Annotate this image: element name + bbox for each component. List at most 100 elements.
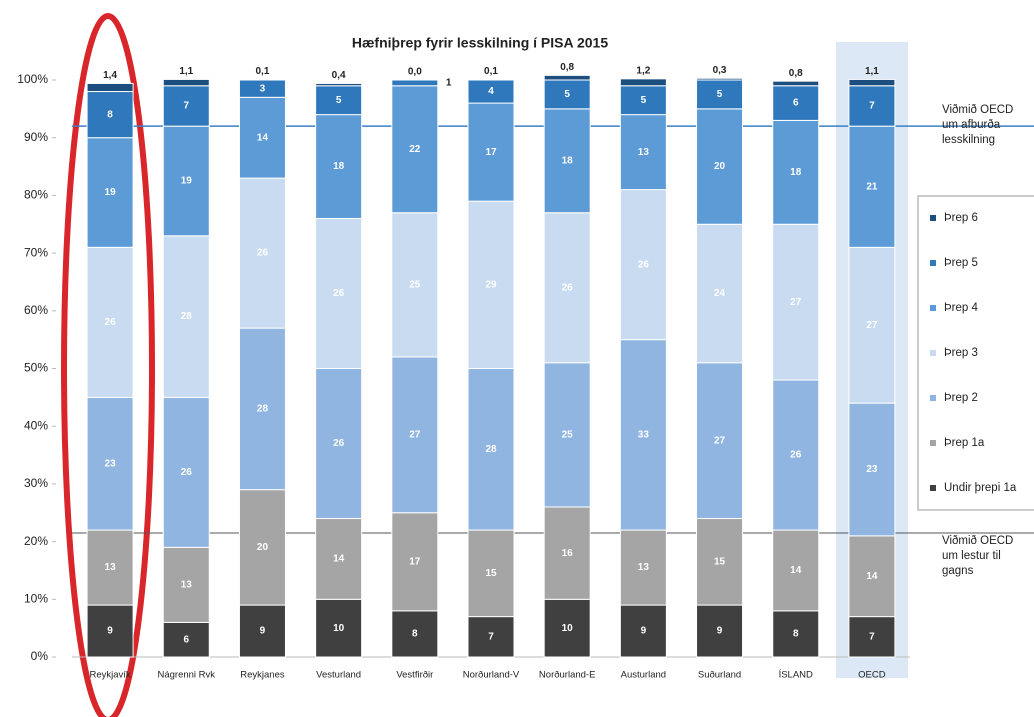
bar-segment [391, 212, 439, 358]
legend-label: Þrep 3 [944, 347, 978, 359]
bar-segment [467, 102, 515, 202]
data-label: 16 [562, 548, 574, 559]
data-label: 18 [333, 161, 345, 172]
data-label: 5 [641, 95, 647, 106]
data-label: 0,8 [789, 68, 803, 79]
data-label: 20 [714, 161, 726, 172]
bar-segment [86, 82, 134, 93]
bar-segment [391, 79, 439, 87]
bar-segment [543, 598, 591, 658]
y-tick-label: 40% [24, 418, 48, 432]
bar-segment [238, 78, 286, 81]
bar-segment [543, 79, 591, 110]
bar-segment [162, 78, 210, 87]
bar-segment [391, 85, 439, 214]
data-label: 8 [412, 629, 418, 640]
data-label: 14 [257, 132, 269, 143]
data-label: 9 [641, 626, 647, 637]
bar-segment [315, 85, 363, 116]
x-tick-label: Vestfirðir [396, 670, 433, 681]
data-label: 9 [717, 626, 723, 637]
data-label: 1,1 [865, 66, 879, 77]
data-label: 28 [485, 444, 497, 455]
y-tick-label: 100% [17, 72, 48, 86]
data-label: 5 [564, 89, 570, 100]
bar-segment [696, 79, 744, 110]
reference-label: Viðmið OECD [942, 535, 1013, 547]
reference-label: um afburða [942, 119, 1001, 131]
data-label: 19 [105, 187, 117, 198]
data-label: 26 [333, 438, 345, 449]
bar-segment [391, 610, 439, 658]
data-label: 0,4 [332, 70, 346, 81]
bar-segment [467, 616, 515, 658]
reference-label: Viðmið OECD [942, 104, 1013, 116]
bar-segment [162, 125, 210, 237]
y-tick-label: 30% [24, 476, 48, 490]
bar-segment [391, 512, 439, 612]
data-label: 17 [485, 147, 497, 158]
data-label: 7 [488, 631, 494, 642]
y-tick-label: 80% [24, 188, 48, 202]
bar-segment [162, 235, 210, 398]
bar-segment [238, 604, 286, 658]
x-tick-label: ÍSLAND [779, 670, 813, 681]
data-label: 14 [333, 554, 345, 565]
data-label: 28 [181, 311, 193, 322]
data-label: 3 [260, 83, 266, 94]
data-label: 8 [107, 109, 113, 120]
reference-label: lesskilning [942, 134, 995, 146]
bar-segment [696, 362, 744, 520]
x-tick-label: Suðurland [698, 670, 741, 681]
data-label: 0,0 [408, 67, 422, 78]
data-label: 28 [257, 404, 269, 415]
data-label: 10 [562, 623, 574, 634]
data-label: 22 [409, 144, 421, 155]
bar-segment [238, 177, 286, 329]
bar-segment [162, 396, 210, 548]
x-tick-label: Austurland [621, 670, 666, 681]
y-tick-label: 10% [24, 591, 48, 605]
bar-segment [315, 217, 363, 369]
x-tick-label: Reykjavík [89, 670, 130, 681]
x-tick-label: Vesturland [316, 670, 361, 681]
data-label: 18 [562, 155, 574, 166]
y-tick-label: 20% [24, 534, 48, 548]
data-label: 13 [638, 562, 650, 573]
bar-segment [315, 598, 363, 658]
data-label: 9 [260, 626, 266, 637]
bar-segment [467, 78, 515, 81]
legend-label: Þrep 4 [944, 302, 978, 314]
x-tick-label: Norðurland-V [463, 670, 520, 681]
legend-swatch [930, 485, 936, 491]
data-label: 0,8 [560, 62, 574, 73]
data-label: 21 [866, 181, 878, 192]
bar-segment [772, 80, 820, 87]
y-tick-label: 70% [24, 245, 48, 259]
data-label: 26 [257, 248, 269, 259]
data-label: 1,4 [103, 70, 117, 81]
bar-segment [848, 78, 896, 87]
bar-segment [86, 396, 134, 531]
data-label: 27 [409, 429, 421, 440]
data-label: 20 [257, 542, 269, 553]
bar-segment [467, 368, 515, 531]
bar-segment [696, 604, 744, 658]
data-label: 10 [333, 623, 345, 634]
bar-segment [772, 85, 820, 121]
legend-swatch [930, 305, 936, 311]
data-label: 4 [488, 86, 494, 97]
data-label: 0,1 [484, 66, 498, 77]
data-label: 15 [485, 568, 497, 579]
data-label: 1,2 [636, 65, 650, 76]
bar-segment [848, 246, 896, 404]
bar-segment [543, 74, 591, 81]
data-label: 25 [562, 429, 574, 440]
data-label: 13 [105, 562, 117, 573]
bar-segment [238, 327, 286, 491]
data-label: 1 [446, 78, 452, 89]
data-label: 5 [717, 89, 723, 100]
bar-segment [162, 85, 210, 127]
bar-segment [315, 114, 363, 219]
